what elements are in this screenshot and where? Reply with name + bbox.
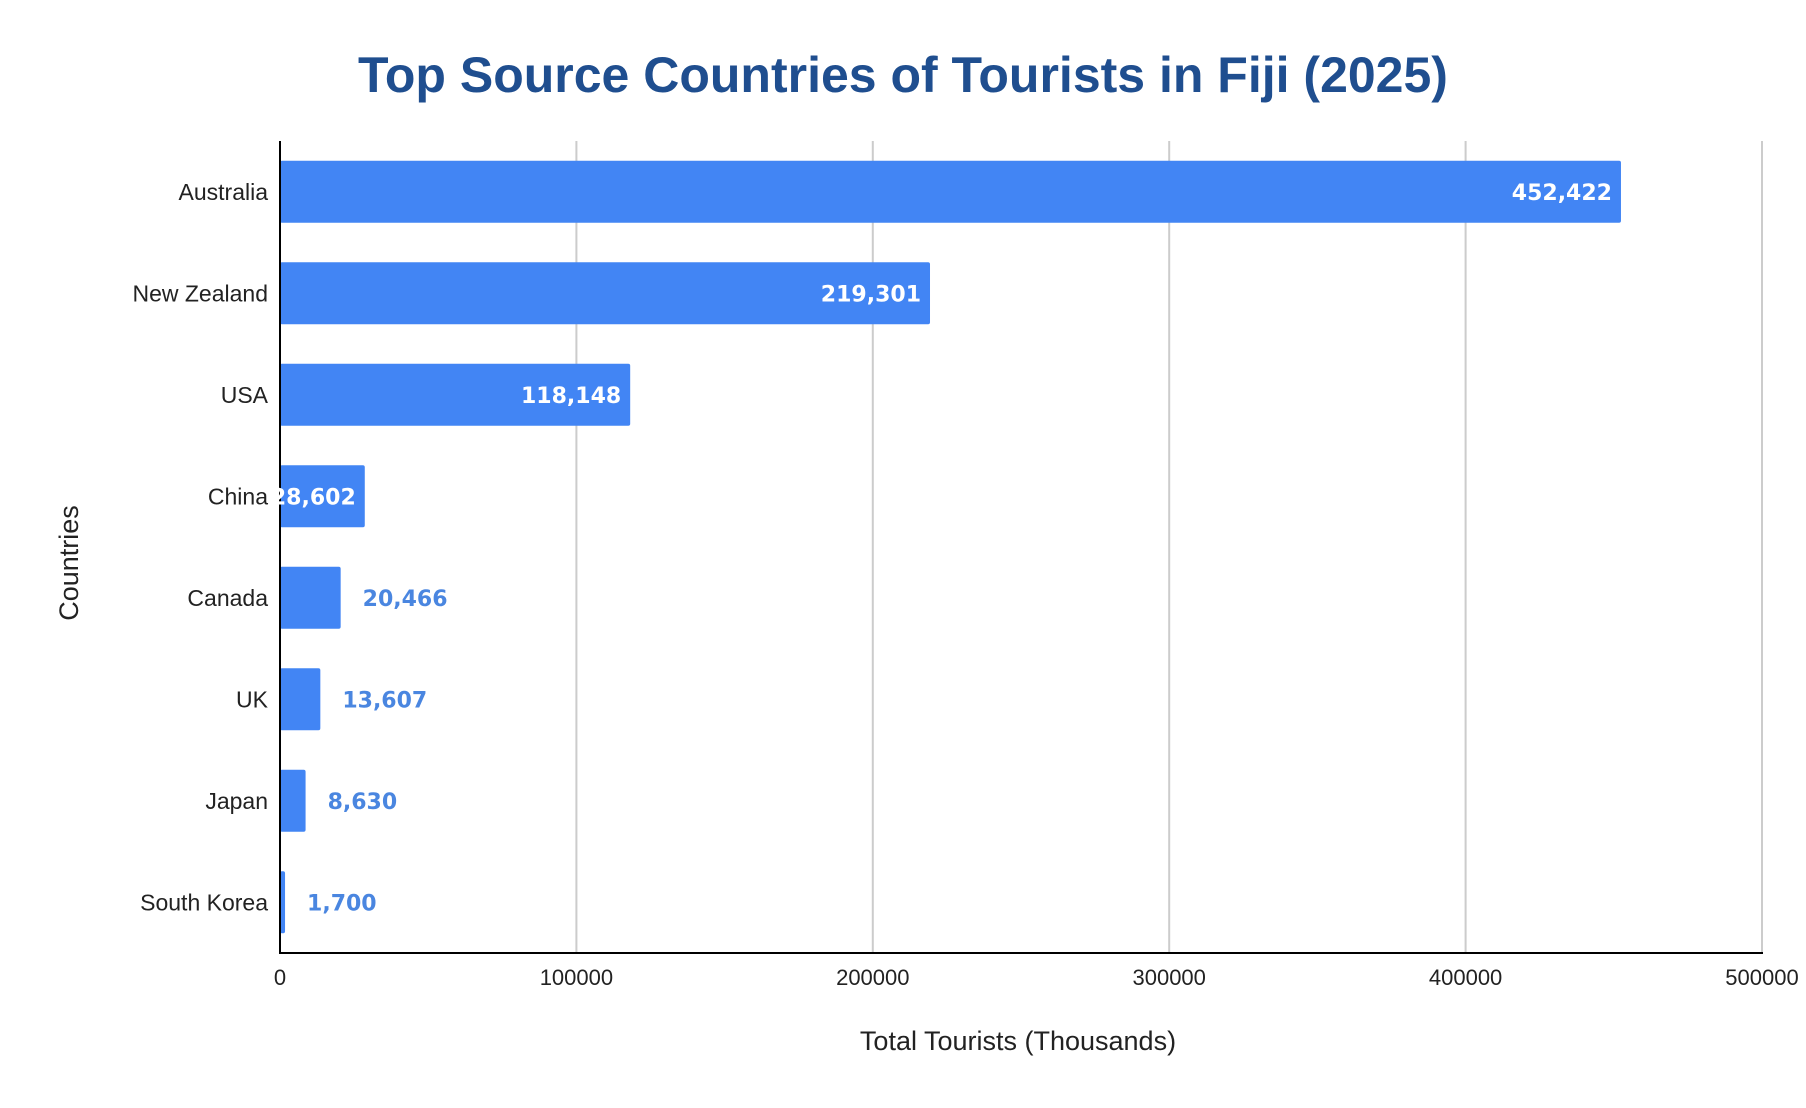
bar xyxy=(280,769,306,832)
bar xyxy=(280,262,931,325)
x-tick-label: 300000 xyxy=(1132,965,1205,990)
bars xyxy=(280,160,1621,934)
x-axis-title: Total Tourists (Thousands) xyxy=(860,1026,1176,1056)
bar xyxy=(280,160,1621,223)
x-tick-labels: 0 100000 200000 300000 400000 500000 xyxy=(274,965,1799,990)
data-label: 28,602 xyxy=(271,485,356,510)
y-axis-title: Countries xyxy=(54,505,84,621)
category-label: China xyxy=(208,483,268,509)
data-label: 20,466 xyxy=(363,587,448,612)
x-tick-label: 200000 xyxy=(836,965,909,990)
bar xyxy=(280,871,286,934)
category-label: Japan xyxy=(205,788,268,814)
data-label: 8,630 xyxy=(328,790,398,815)
category-label: New Zealand xyxy=(132,280,268,306)
x-tick-label: 400000 xyxy=(1429,965,1502,990)
chart-title: Top Source Countries of Tourists in Fiji… xyxy=(358,47,1448,103)
category-label: USA xyxy=(221,382,269,408)
data-label: 13,607 xyxy=(342,688,427,713)
category-label: South Korea xyxy=(140,889,268,915)
category-label: Australia xyxy=(179,179,269,205)
data-label: 118,148 xyxy=(521,384,621,409)
data-labels: 452,422 219,301 118,148 28,602 20,466 13,607 8… xyxy=(271,181,1612,917)
data-label: 452,422 xyxy=(1512,181,1612,206)
x-tick-label: 0 xyxy=(274,965,286,990)
data-label: 219,301 xyxy=(821,282,921,307)
x-tick-label: 100000 xyxy=(540,965,613,990)
category-labels: Australia New Zealand USA China Canada UK Japa… xyxy=(132,179,268,916)
category-label: Canada xyxy=(187,585,268,611)
axes xyxy=(279,141,1763,954)
bar xyxy=(280,465,365,528)
bar xyxy=(280,668,321,731)
bar xyxy=(280,566,341,629)
data-label: 1,700 xyxy=(307,891,377,916)
x-tick-label: 500000 xyxy=(1725,965,1798,990)
bar xyxy=(280,363,631,426)
category-label: UK xyxy=(236,686,269,712)
